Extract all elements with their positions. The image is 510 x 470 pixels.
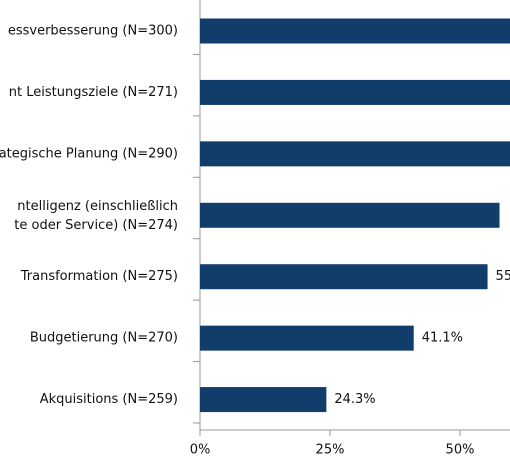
- x-tick-label: 50%: [446, 443, 475, 458]
- y-tick-label: ntelligenz (einschließlich: [17, 199, 178, 214]
- bar: [200, 387, 327, 413]
- y-tick-label: Transformation (N=275): [20, 269, 178, 284]
- y-tick-label: ategische Planung (N=290): [0, 146, 178, 161]
- x-tick-label: 25%: [316, 443, 345, 458]
- y-tick-label: nt Leistungsziele (N=271): [9, 85, 178, 100]
- y-tick-label: Akquisitions (N=259): [40, 392, 178, 407]
- bar: [200, 264, 488, 290]
- y-tick-label: Budgetierung (N=270): [30, 331, 178, 346]
- bar: [200, 202, 500, 228]
- y-tick-label: te oder Service) (N=274): [14, 218, 178, 233]
- y-tick-label: essverbesserung (N=300): [8, 24, 178, 39]
- value-label: 41.1%: [422, 331, 463, 346]
- bar: [200, 18, 510, 44]
- value-label: 24.3%: [334, 392, 375, 407]
- bar: [200, 79, 510, 105]
- bar: [200, 325, 414, 351]
- value-label: 55.3%: [496, 269, 510, 284]
- bar: [200, 141, 510, 167]
- x-tick-label: 0%: [190, 443, 211, 458]
